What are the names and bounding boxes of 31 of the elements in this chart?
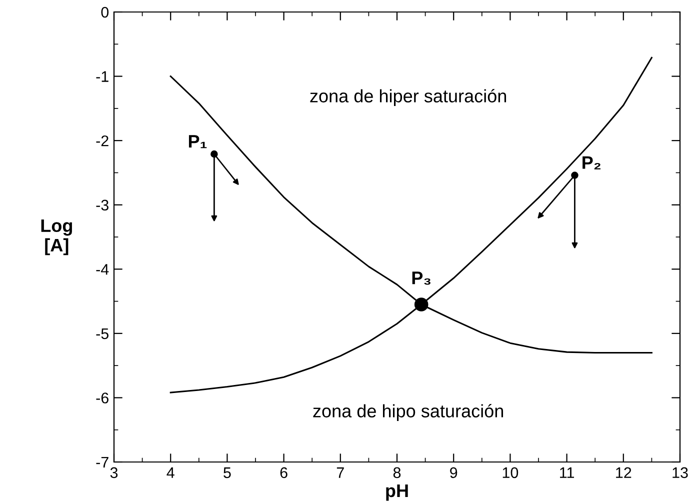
y-axis-title: Log [A]	[41, 219, 72, 256]
y-tick-label: -5	[96, 328, 108, 340]
x-tick-label: 3	[110, 467, 118, 478]
y-tick-label: -1	[96, 71, 108, 82]
x-tick-label: 7	[336, 467, 344, 478]
y-tick-label: -6	[96, 392, 108, 404]
point	[210, 150, 218, 158]
x-tick-label: 4	[166, 467, 174, 478]
line-series	[170, 56, 652, 394]
annotation: P₁	[188, 135, 207, 148]
annotation: P₂	[582, 156, 600, 170]
x-tick-label: 5	[224, 467, 231, 478]
x-tick-label: 9	[450, 467, 458, 478]
annotation: P₃	[412, 272, 430, 285]
annotation: zona de hiper saturación	[310, 88, 506, 106]
x-tick-label: 10	[502, 467, 518, 478]
x-axis-title: pH	[386, 484, 408, 501]
y-tick-label: -3	[96, 200, 108, 211]
annotation: zona de hipo saturación	[313, 404, 504, 422]
x-tick-label: 12	[616, 467, 632, 478]
line-series	[170, 76, 652, 354]
y-tick-label: -4	[96, 264, 109, 275]
point	[571, 172, 578, 179]
y-tick-label: -2	[96, 135, 108, 146]
y-tick-label: -7	[96, 457, 108, 468]
x-tick-label: 13	[672, 467, 688, 478]
x-tick-label: 8	[393, 467, 401, 478]
x-tick-label: 11	[560, 467, 574, 478]
x-tick-label: 6	[280, 467, 288, 478]
point	[414, 298, 428, 312]
y-tick-label: 0	[101, 6, 109, 18]
